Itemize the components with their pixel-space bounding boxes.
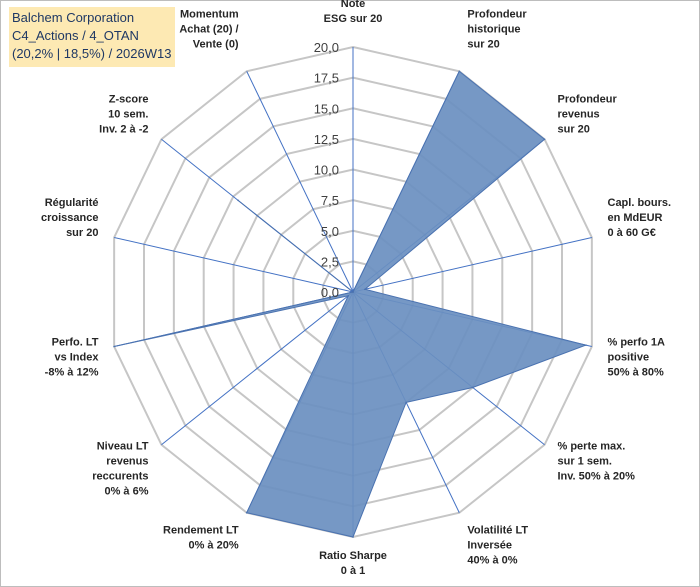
tick-label: 0,0 xyxy=(321,285,339,300)
axis-label: Ratio Sharpe 0 à 1 xyxy=(319,550,387,577)
axis-label: Momentum Achat (20) / Vente (0) xyxy=(179,9,239,51)
axis-label: Z-score 10 sem. Inv. 2 à -2 xyxy=(99,93,148,135)
axis-label: % perfo 1A positive 50% à 80% xyxy=(608,337,666,379)
axis-label: Volatilité LT Inversée 40% à 0% xyxy=(467,524,528,566)
data-point xyxy=(237,199,239,202)
tick-label: 17,5 xyxy=(314,71,339,86)
chart-title-box: Balchem Corporation C4_Actions / 4_OTAN … xyxy=(9,7,175,67)
tick-label: 20,0 xyxy=(314,40,339,55)
data-series-area xyxy=(114,70,588,538)
axis-label: Capl. bours. en MdEUR 0 à 60 G€ xyxy=(608,197,672,239)
data-point xyxy=(352,291,354,293)
axis-label: % perte max. sur 1 sem. Inv. 50% à 20% xyxy=(557,440,635,482)
data-point xyxy=(352,536,354,538)
data-point xyxy=(245,511,248,514)
data-point xyxy=(585,344,587,346)
data-point xyxy=(364,288,366,291)
axis-label: Profondeur historique sur 20 xyxy=(467,9,527,51)
data-point xyxy=(543,138,546,141)
tick-label: 10,0 xyxy=(314,163,339,178)
chart-title-stats: (20,2% | 18,5%) / 2026W13 xyxy=(12,46,172,61)
axis-spoke xyxy=(161,291,354,446)
axis-label: Rendement LT 0% à 20% xyxy=(163,524,239,551)
data-point xyxy=(405,401,407,404)
tick-label: 7,5 xyxy=(321,193,339,208)
axis-label: Note ESG sur 20 xyxy=(324,0,383,25)
axis-spoke xyxy=(246,71,354,293)
chart-title-company: Balchem Corporation xyxy=(12,10,135,25)
axis-label: Régularité croissance sur 20 xyxy=(41,197,98,239)
axis-label: Niveau LT revenus reccurents 0% à 6% xyxy=(92,440,149,497)
data-point xyxy=(471,386,474,389)
data-point xyxy=(113,345,115,348)
axis-spoke xyxy=(352,236,592,293)
tick-label: 15,0 xyxy=(314,101,339,116)
tick-label: 5,0 xyxy=(321,224,339,239)
axis-label: Perfo. LT vs Index -8% à 12% xyxy=(45,337,100,379)
data-point xyxy=(347,295,350,297)
chart-title-portfolio: C4_Actions / 4_OTAN xyxy=(12,28,139,43)
axis-spoke xyxy=(114,236,354,293)
tick-label: 12,5 xyxy=(314,132,339,147)
tick-label: 2,5 xyxy=(321,254,339,269)
data-point xyxy=(458,70,461,73)
axis-label: Profondeur revenus sur 20 xyxy=(557,93,617,135)
